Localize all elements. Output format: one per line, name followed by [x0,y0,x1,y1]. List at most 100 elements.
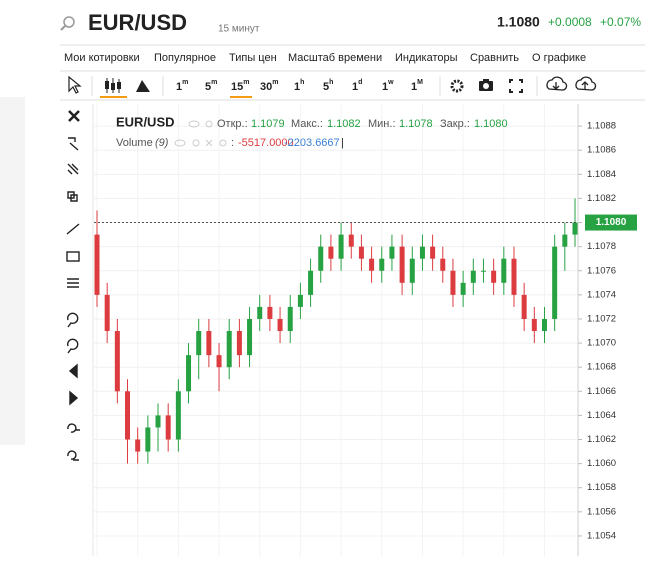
candle-body [430,246,436,259]
current-price-label: 1.1080 [596,217,627,228]
y-tick-label: 1.1060 [587,458,616,469]
candle-body [236,331,242,356]
timeframe-number: 30 [260,81,272,93]
timeframe[interactable]: 1h [294,79,304,93]
magnet-tool[interactable] [67,423,80,433]
timeframe-unit: m [211,79,217,86]
candle-body [440,258,446,271]
cursor-tool[interactable] [68,75,82,94]
candle-body [399,246,405,283]
delete-tool[interactable] [68,110,80,122]
candle-body [297,294,303,307]
fullscreen-icon[interactable] [509,79,523,93]
timeframe[interactable]: 1w [382,79,394,93]
timeframe-unit: m [272,79,278,86]
y-tick-label: 1.1054 [587,530,616,541]
upload-icon[interactable] [575,76,597,91]
channel-tool[interactable] [67,278,79,288]
timeframe-number: 1 [352,81,358,93]
legend-low-label: Мин.: [368,118,396,130]
rect-tool[interactable] [66,251,80,262]
scroll-left-tool[interactable] [68,363,78,379]
candle-body [470,270,476,283]
side-panel [0,97,25,445]
timeframe[interactable]: 30m [260,79,278,93]
menu-item[interactable]: Мои котировки [64,52,140,64]
candle-body [328,246,334,259]
timeframe-unit: w [387,79,394,86]
camera-icon[interactable] [479,79,493,91]
timeframe-unit: d [358,79,362,86]
measure-tool[interactable] [67,450,79,461]
timeframe[interactable]: 5m [205,79,217,93]
area-tool[interactable] [136,80,150,92]
y-tick-label: 1.1078 [587,241,616,252]
settings-icon[interactable] [450,79,464,93]
menu-item[interactable]: Масштаб времени [288,52,382,64]
line-tool[interactable] [66,223,80,235]
timeframe[interactable]: 15m [231,79,249,93]
copy-tool[interactable] [67,191,78,202]
search-icon[interactable] [60,16,75,31]
fib-tool[interactable] [67,163,79,175]
candle-body [257,306,263,319]
candle-body [94,234,100,295]
select-tool[interactable] [68,137,79,151]
candle-body [104,294,110,332]
interval: 15 минут [218,24,260,35]
menu-item[interactable]: Сравнить [470,52,519,64]
timeframe-number: 5 [205,81,211,93]
y-tick-label: 1.1066 [587,386,616,397]
legend-high: 1.1082 [327,118,361,130]
y-tick-label: 1.1074 [587,289,616,300]
volume-sep: : [231,137,234,149]
timeframe[interactable]: 5h [323,79,333,93]
symbol: EUR/USD [88,10,187,35]
candle-body [419,246,425,259]
volume-value: -2203.6667 [284,137,340,149]
menu: Мои котировки Популярное Типы цен Масштаб в… [64,52,586,64]
timeframe[interactable]: 1d [352,79,362,93]
candle-body [491,270,497,283]
candle-body [338,234,344,259]
zoom-out-tool[interactable] [67,338,79,354]
scroll-right-tool[interactable] [69,390,79,406]
candle-body [196,331,202,356]
candle-body [247,318,253,356]
candle-body [389,246,395,259]
candles-tool[interactable] [105,78,121,93]
change-pct: +0.07% [600,15,641,29]
candle-body [562,234,568,247]
candle-body [125,391,131,440]
candle-body [186,355,192,392]
y-tick-label: 1.1068 [587,362,616,373]
candle-body [572,222,578,235]
candle-body [206,331,212,356]
timeframe-unit: h [329,79,333,86]
y-tick-label: 1.1082 [587,193,616,204]
timeframe-number: 5 [323,81,329,93]
timeframe[interactable]: 1M [411,79,423,93]
legend-icons [174,120,227,147]
menu-item[interactable]: Типы цен [229,52,277,64]
download-icon[interactable] [546,76,568,91]
menu-item[interactable]: Индикаторы [395,52,458,64]
candle-body [358,246,364,259]
candle-body [348,234,354,247]
candle-body [369,258,375,271]
candle-body [521,294,527,319]
candle-body [501,258,507,283]
candle-body [318,246,324,271]
zoom-in-tool[interactable] [67,312,79,328]
candle-body [267,306,273,319]
timeframe[interactable]: 1m [176,79,188,93]
candle-body [409,258,415,283]
candle-body [175,391,181,440]
candle-body [114,331,120,392]
candle-body [480,270,486,272]
volume-value: -5517.0000 [238,137,294,149]
candle-body [511,258,517,295]
menu-item[interactable]: Популярное [154,52,216,64]
menu-item[interactable]: О графике [532,52,586,64]
active-underline [230,96,252,98]
